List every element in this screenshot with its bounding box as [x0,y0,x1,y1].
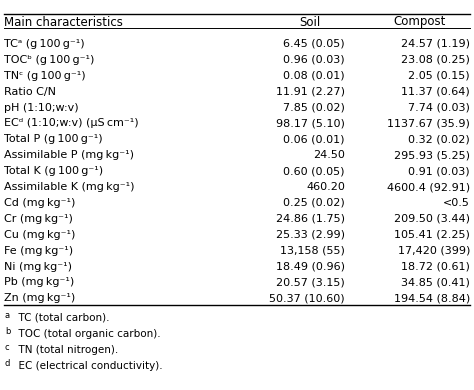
Text: 0.06 (0.01): 0.06 (0.01) [283,134,345,144]
Text: 11.37 (0.64): 11.37 (0.64) [401,87,470,97]
Text: pH (1:10;w:v): pH (1:10;w:v) [4,103,79,113]
Text: TC (total carbon).: TC (total carbon). [12,313,109,323]
Text: 105.41 (2.25): 105.41 (2.25) [394,230,470,240]
Text: 7.74 (0.03): 7.74 (0.03) [408,103,470,113]
Text: TNᶜ (g 100 g⁻¹): TNᶜ (g 100 g⁻¹) [4,71,86,81]
Text: Total K (g 100 g⁻¹): Total K (g 100 g⁻¹) [4,166,103,176]
Text: EC (electrical conductivity).: EC (electrical conductivity). [12,361,163,371]
Text: Zn (mg kg⁻¹): Zn (mg kg⁻¹) [4,293,75,303]
Text: b: b [5,328,10,337]
Text: 23.08 (0.25): 23.08 (0.25) [401,55,470,65]
Text: 0.91 (0.03): 0.91 (0.03) [409,166,470,176]
Text: Fe (mg kg⁻¹): Fe (mg kg⁻¹) [4,246,73,256]
Text: Cu (mg kg⁻¹): Cu (mg kg⁻¹) [4,230,75,240]
Text: 18.49 (0.96): 18.49 (0.96) [276,262,345,271]
Text: 25.33 (2.99): 25.33 (2.99) [276,230,345,240]
Text: Soil: Soil [300,16,320,28]
Text: c: c [5,344,9,353]
Text: 209.50 (3.44): 209.50 (3.44) [394,214,470,224]
Text: Ratio C/N: Ratio C/N [4,87,56,97]
Text: 24.50: 24.50 [313,150,345,160]
Text: 6.45 (0.05): 6.45 (0.05) [283,39,345,49]
Text: 17,420 (399): 17,420 (399) [398,246,470,256]
Text: Main characteristics: Main characteristics [4,16,123,28]
Text: 0.32 (0.02): 0.32 (0.02) [408,134,470,144]
Text: 20.57 (3.15): 20.57 (3.15) [276,277,345,287]
Text: 295.93 (5.25): 295.93 (5.25) [394,150,470,160]
Text: 0.96 (0.03): 0.96 (0.03) [283,55,345,65]
Text: TOCᵇ (g 100 g⁻¹): TOCᵇ (g 100 g⁻¹) [4,55,94,65]
Text: <0.5: <0.5 [443,198,470,208]
Text: 0.60 (0.05): 0.60 (0.05) [283,166,345,176]
Text: 50.37 (10.60): 50.37 (10.60) [269,293,345,303]
Text: 11.91 (2.27): 11.91 (2.27) [276,87,345,97]
Text: 2.05 (0.15): 2.05 (0.15) [409,71,470,81]
Text: TN (total nitrogen).: TN (total nitrogen). [12,345,118,355]
Text: Cd (mg kg⁻¹): Cd (mg kg⁻¹) [4,198,75,208]
Text: Pb (mg kg⁻¹): Pb (mg kg⁻¹) [4,277,74,287]
Text: ECᵈ (1:10;w:v) (μS cm⁻¹): ECᵈ (1:10;w:v) (μS cm⁻¹) [4,119,138,128]
Text: 7.85 (0.02): 7.85 (0.02) [283,103,345,113]
Text: Cr (mg kg⁻¹): Cr (mg kg⁻¹) [4,214,73,224]
Text: 0.25 (0.02): 0.25 (0.02) [283,198,345,208]
Text: 18.72 (0.61): 18.72 (0.61) [401,262,470,271]
Text: 194.54 (8.84): 194.54 (8.84) [394,293,470,303]
Text: 460.20: 460.20 [306,182,345,192]
Text: a: a [5,312,10,321]
Text: 4600.4 (92.91): 4600.4 (92.91) [387,182,470,192]
Text: TCᵃ (g 100 g⁻¹): TCᵃ (g 100 g⁻¹) [4,39,85,49]
Text: Ni (mg kg⁻¹): Ni (mg kg⁻¹) [4,262,72,271]
Text: Assimilable K (mg kg⁻¹): Assimilable K (mg kg⁻¹) [4,182,135,192]
Text: 24.57 (1.19): 24.57 (1.19) [401,39,470,49]
Text: 24.86 (1.75): 24.86 (1.75) [276,214,345,224]
Text: Compost: Compost [394,16,446,28]
Text: 34.85 (0.41): 34.85 (0.41) [401,277,470,287]
Text: 98.17 (5.10): 98.17 (5.10) [276,119,345,128]
Text: d: d [5,360,10,369]
Text: 13,158 (55): 13,158 (55) [280,246,345,256]
Text: TOC (total organic carbon).: TOC (total organic carbon). [12,329,161,339]
Text: 1137.67 (35.9): 1137.67 (35.9) [387,119,470,128]
Text: Total P (g 100 g⁻¹): Total P (g 100 g⁻¹) [4,134,103,144]
Text: 0.08 (0.01): 0.08 (0.01) [283,71,345,81]
Text: Assimilable P (mg kg⁻¹): Assimilable P (mg kg⁻¹) [4,150,134,160]
